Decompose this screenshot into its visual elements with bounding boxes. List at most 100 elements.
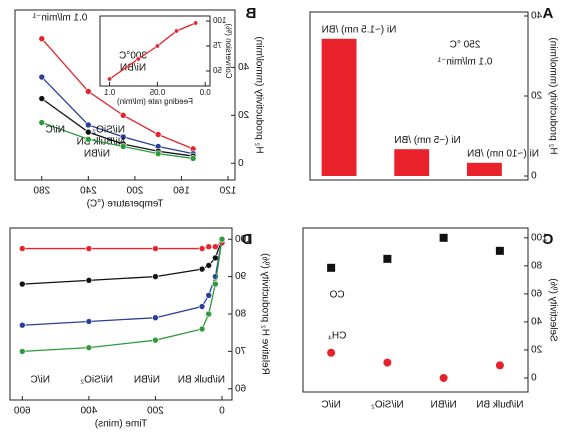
series-line (22, 239, 223, 353)
data-point (327, 348, 336, 357)
x-tick-label: 240 (80, 186, 97, 197)
y-tick-label: 90 (235, 271, 247, 282)
y-tick-label: 40 (531, 11, 543, 22)
y-tick-label: 20 (238, 110, 250, 121)
annotation: 0.1 ml/min⁻¹ (32, 13, 87, 24)
data-point (383, 358, 392, 367)
data-point (119, 112, 127, 119)
y-tick-label: 20 (531, 345, 543, 356)
data-point (212, 243, 219, 250)
x-axis-label: Temperature (°C) (87, 199, 164, 210)
panel-letter: A (542, 5, 553, 22)
legend-label: Ni/SiO₂ (92, 125, 125, 136)
data-point (152, 314, 159, 322)
data-point (154, 150, 162, 157)
data-point (205, 310, 213, 318)
x-tick-label: Ni/bulk BN (476, 400, 523, 411)
y-axis-label: H₂ productivity (mmol/min) (547, 37, 558, 154)
data-point (152, 336, 159, 344)
plot-frame (14, 9, 236, 181)
y-tick-label: 80 (235, 309, 247, 320)
y-tick-label: 40 (531, 317, 543, 328)
data-point (38, 73, 46, 81)
y-tick-label: 60 (235, 383, 247, 394)
legend-label: Ni/BN (84, 149, 110, 160)
data-point (19, 245, 26, 252)
y-tick-label: 20 (531, 91, 543, 102)
y-tick-label: 100 (235, 234, 252, 245)
data-point (327, 263, 336, 272)
bar-label: Ni (~10 nm) /BN (467, 148, 539, 159)
data-point (19, 348, 26, 355)
y-tick-label: 100 (531, 232, 548, 243)
data-point (439, 373, 448, 382)
series-label: CO (329, 289, 344, 300)
data-point (38, 95, 46, 102)
data-point (107, 76, 113, 82)
legend-label: Ni/SiO₂ (80, 375, 113, 386)
data-point (495, 246, 504, 255)
data-point (85, 121, 92, 129)
y-tick-label: 50 (212, 66, 221, 75)
x-tick-label: Ni/SiO₂ (371, 400, 404, 411)
data-point (85, 135, 92, 143)
x-tick-label: 400 (80, 406, 97, 417)
y-tick-label: 75 (212, 41, 221, 50)
y-tick-label: 60 (531, 289, 543, 300)
y-axis-label: H₂ productivity (mmol/min) (253, 36, 264, 153)
data-point (198, 303, 206, 310)
data-point (19, 321, 26, 329)
bar-label: Ni (~1.5 nm) /BN (322, 24, 397, 35)
data-point (205, 292, 213, 299)
x-tick-label: 0.05 (149, 88, 165, 97)
y-tick-label: 40 (238, 62, 250, 73)
data-point (205, 262, 213, 269)
y-tick-label: 70 (235, 346, 247, 357)
annotation: 0.1 ml/min⁻¹ (437, 57, 492, 68)
data-point (212, 280, 219, 288)
x-tick-label: 0 (219, 406, 225, 417)
y-tick-label: 0 (531, 171, 537, 182)
data-point (212, 273, 219, 280)
plot-frame (99, 15, 211, 87)
x-tick-label: 600 (14, 406, 31, 417)
data-point (85, 344, 93, 351)
bar (466, 162, 502, 176)
x-axis-label: Feeding rate (ml/min) (117, 97, 193, 106)
plot-frame (302, 227, 529, 393)
data-point (189, 155, 197, 162)
y-tick-label: 80 (531, 260, 543, 271)
x-tick-label: Ni/C (321, 400, 340, 411)
data-point (193, 20, 199, 26)
x-tick-label: 200 (126, 186, 143, 197)
data-point (154, 43, 160, 49)
data-point (19, 280, 26, 288)
annotation: Ni/BN (120, 63, 146, 74)
y-tick-label: 0 (238, 158, 244, 169)
x-tick-label: 0.0 (199, 88, 211, 97)
data-point (119, 133, 127, 141)
panel-letter: C (542, 231, 553, 248)
panel-letter: D (241, 231, 252, 248)
series-line (22, 242, 223, 250)
x-tick-label: Ni/BN (431, 400, 457, 411)
legend-label: Ni/BN (134, 375, 160, 386)
y-tick-label: 100 (212, 16, 226, 25)
data-point (152, 273, 159, 280)
x-tick-label: 120 (219, 186, 236, 197)
x-tick-label: 200 (147, 406, 164, 417)
data-point (154, 131, 162, 138)
data-point (85, 277, 93, 284)
data-point (119, 143, 127, 150)
y-axis-label: Conversion (%) (224, 23, 233, 78)
data-point (495, 361, 504, 370)
data-point (212, 254, 219, 262)
series-line (22, 238, 223, 285)
x-tick-label: 160 (173, 186, 190, 197)
data-point (38, 35, 46, 43)
data-point (198, 245, 206, 252)
panel-letter: B (245, 5, 256, 22)
x-tick-label: 280 (33, 186, 50, 197)
data-point (152, 245, 159, 252)
